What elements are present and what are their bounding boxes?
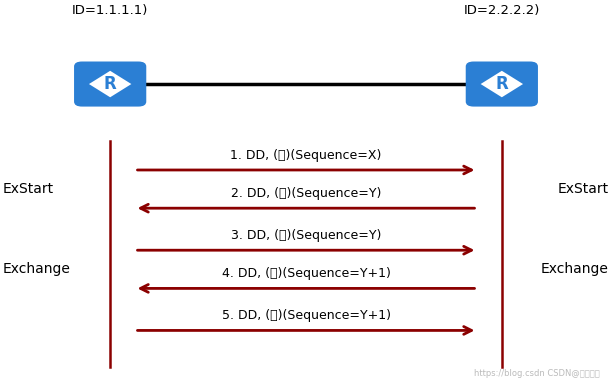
Text: https://blog.csdn CSDN@江中散人: https://blog.csdn CSDN@江中散人 — [474, 369, 600, 378]
Text: RTB  (Router
ID=2.2.2.2): RTB (Router ID=2.2.2.2) — [460, 0, 543, 17]
Text: ExStart: ExStart — [3, 182, 54, 196]
Polygon shape — [92, 73, 129, 96]
Text: Exchange: Exchange — [3, 262, 71, 276]
Text: R: R — [496, 75, 508, 93]
Text: 1. DD, (主)(Sequence=X): 1. DD, (主)(Sequence=X) — [230, 149, 382, 162]
Text: 4. DD, (主)(Sequence=Y+1): 4. DD, (主)(Sequence=Y+1) — [222, 267, 390, 280]
Text: 3. DD, (从)(Sequence=Y): 3. DD, (从)(Sequence=Y) — [231, 229, 381, 242]
FancyBboxPatch shape — [466, 62, 538, 107]
Text: Exchange: Exchange — [541, 262, 609, 276]
FancyBboxPatch shape — [74, 62, 146, 107]
Text: RTA  (Router
ID=1.1.1.1): RTA (Router ID=1.1.1.1) — [69, 0, 151, 17]
Text: R: R — [104, 75, 116, 93]
Text: 2. DD, (主)(Sequence=Y): 2. DD, (主)(Sequence=Y) — [231, 187, 381, 200]
Text: 5. DD, (从)(Sequence=Y+1): 5. DD, (从)(Sequence=Y+1) — [222, 309, 390, 322]
Polygon shape — [483, 73, 520, 96]
Text: ExStart: ExStart — [558, 182, 609, 196]
